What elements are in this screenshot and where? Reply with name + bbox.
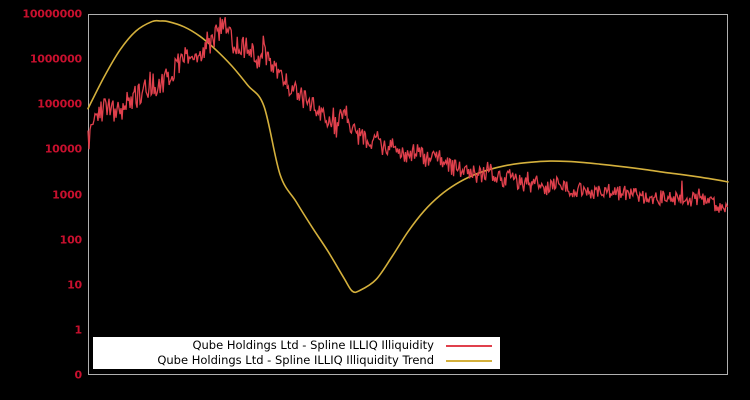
y-axis-tick-label: 1 (74, 323, 83, 337)
y-axis-tick-label: 10 (67, 278, 82, 292)
legend-line-swatch-icon (446, 359, 492, 362)
legend-item-label: Qube Holdings Ltd - Spline ILLIQ Illiqui… (157, 353, 434, 367)
y-axis-tick-label: 1000 (52, 188, 82, 201)
legend-item[interactable]: Qube Holdings Ltd - Spline ILLIQ Illiqui… (93, 338, 500, 353)
y-axis-tick-label: 1000000 (29, 52, 82, 66)
chart-legend: Qube Holdings Ltd - Spline ILLIQ Illiqui… (93, 337, 500, 369)
series-line-trend (87, 19, 729, 294)
y-axis-tick-label: 0 (74, 368, 83, 382)
y-axis-tick-label: 100000 (37, 97, 82, 111)
legend-item[interactable]: Qube Holdings Ltd - Spline ILLIQ Illiqui… (93, 353, 500, 368)
legend-line-swatch-icon (446, 344, 492, 347)
y-axis-tick-label: 10000 (44, 142, 82, 156)
y-axis-tick-label: 10000000 (22, 7, 82, 21)
legend-item-label: Qube Holdings Ltd - Spline ILLIQ Illiqui… (192, 338, 434, 352)
plot-frame (88, 14, 728, 375)
series-line-illiquidity (87, 17, 729, 213)
y-axis-tick-label: 100 (59, 233, 83, 247)
